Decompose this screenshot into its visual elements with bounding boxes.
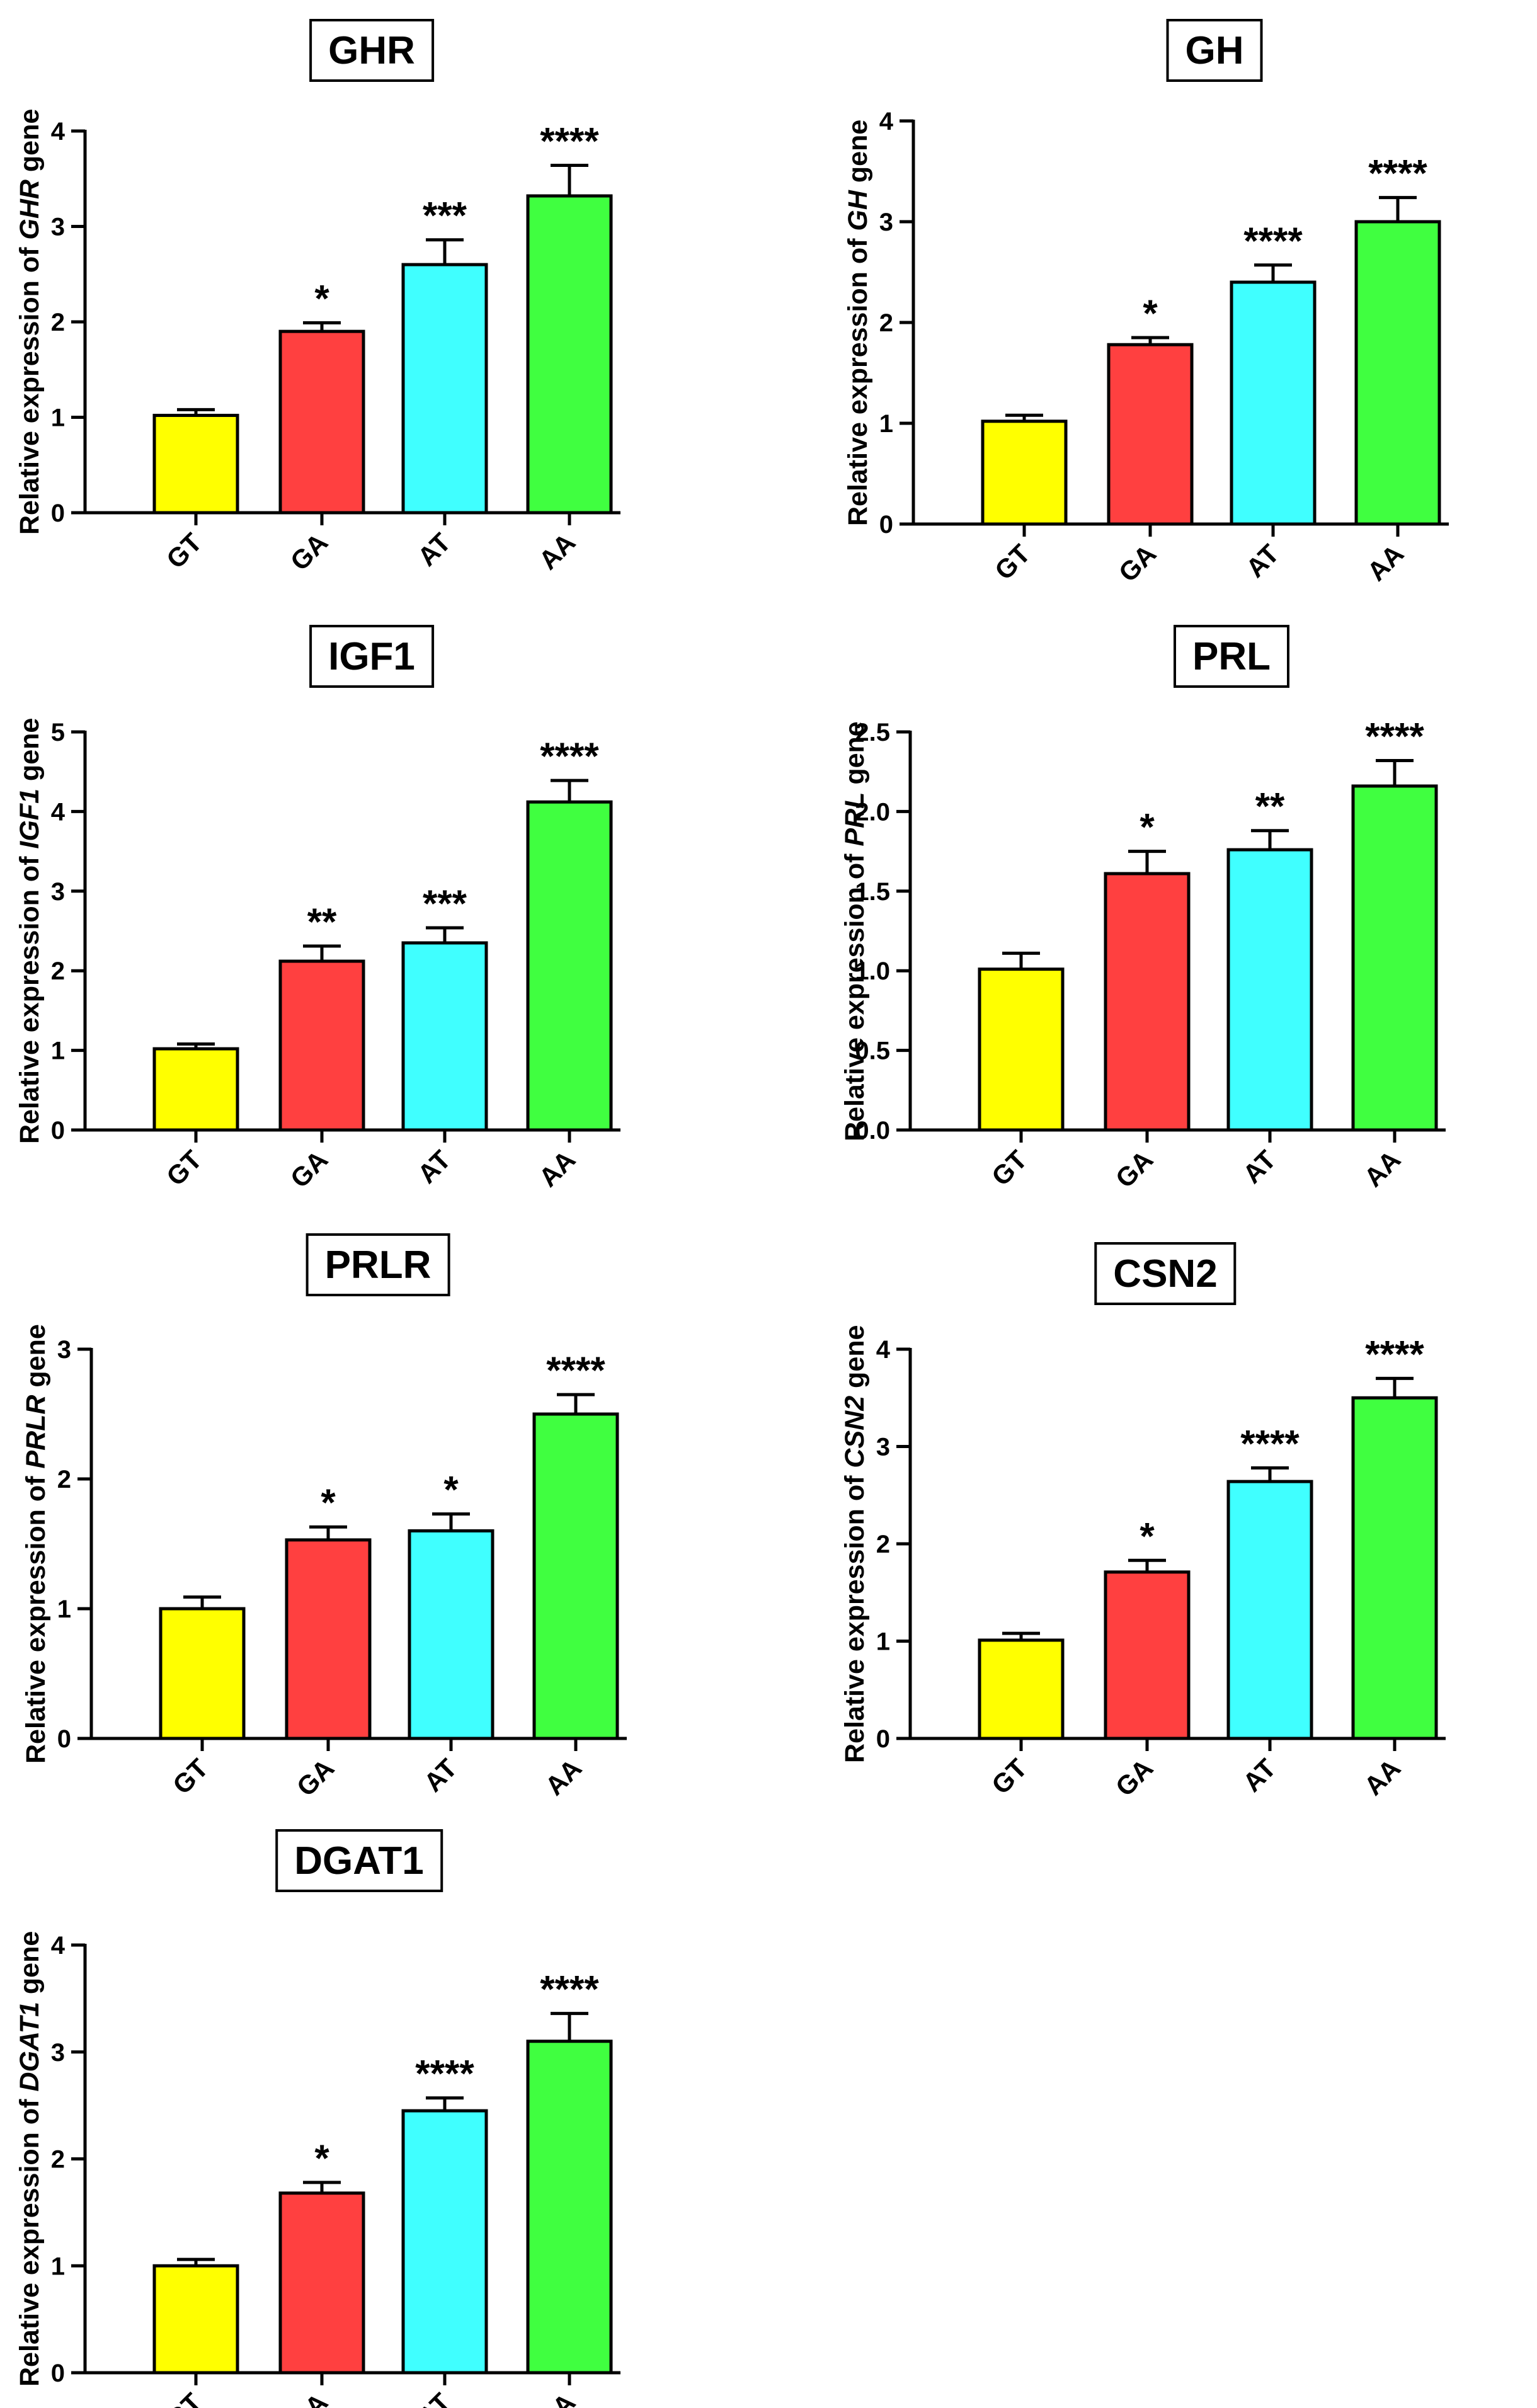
bar-at: [1230, 280, 1317, 526]
y-tick-label: 1.5: [855, 878, 890, 906]
y-tick-label: 0.0: [855, 1117, 890, 1144]
bar-at: [408, 1529, 494, 1740]
y-tick-label: 3: [879, 208, 893, 236]
y-tick-label: 1: [876, 1628, 890, 1656]
bar-at: [1226, 848, 1313, 1132]
significance-label-at: ***: [423, 882, 467, 925]
significance-label-ga: *: [1143, 292, 1158, 334]
bar-gt: [978, 967, 1065, 1132]
chart-title: PRL: [1174, 625, 1289, 688]
bar-ga: [1107, 343, 1194, 526]
significance-label-ga: *: [321, 1481, 336, 1524]
chart-title: GHR: [309, 19, 434, 82]
significance-label-at: *: [443, 1469, 459, 1511]
y-tick-label: 1: [879, 410, 893, 438]
chart-title: CSN2: [1094, 1242, 1237, 1305]
y-tick-label: 3: [876, 1434, 890, 1461]
significance-label-aa: ****: [1365, 716, 1424, 758]
significance-label-at: ****: [415, 2053, 474, 2095]
bar-at: [401, 941, 488, 1132]
bar-ga: [1104, 1570, 1191, 1740]
x-tick-label-at: AT: [412, 2387, 457, 2408]
significance-label-at: ****: [1240, 1422, 1300, 1464]
bar-ga: [1104, 872, 1191, 1132]
y-tick-label: 0: [51, 499, 65, 527]
y-tick-label: 2: [57, 1466, 71, 1493]
significance-label-aa: ****: [540, 120, 599, 163]
y-tick-label: 1: [57, 1595, 71, 1623]
bar-at: [401, 2109, 488, 2375]
bar-at: [1226, 1480, 1313, 1740]
bar-at: [401, 263, 488, 515]
x-tick-label-gt: GT: [161, 2387, 208, 2408]
y-tick-label: 3: [51, 214, 65, 241]
significance-label-ga: *: [1140, 806, 1155, 848]
y-tick-label: 0: [876, 1725, 890, 1753]
y-tick-label: 0: [51, 2359, 65, 2387]
significance-label-aa: ****: [540, 735, 599, 777]
y-tick-label: 0: [51, 1117, 65, 1144]
y-tick-label: 2: [876, 1531, 890, 1558]
bar-aa: [1351, 784, 1438, 1132]
y-tick-label: 4: [879, 108, 894, 135]
y-tick-label: 3: [51, 878, 65, 906]
chart-title: DGAT1: [275, 1829, 443, 1892]
y-tick-label: 0: [879, 511, 893, 539]
bar-ga: [278, 2191, 365, 2375]
y-tick-label: 1: [51, 2252, 65, 2280]
y-tick-label: 2.5: [855, 719, 890, 746]
significance-label-at: **: [1255, 785, 1285, 828]
y-tick-label: 4: [51, 118, 66, 146]
bar-gt: [159, 1607, 246, 1740]
bar-gt: [152, 2264, 239, 2375]
y-tick-label: 4: [51, 798, 66, 826]
bar-aa: [526, 800, 613, 1132]
bar-ga: [278, 329, 365, 515]
y-tick-label: 2: [879, 309, 893, 337]
y-tick-label: 2: [51, 957, 65, 985]
y-tick-label: 1: [51, 404, 65, 432]
significance-label-aa: ****: [546, 1349, 605, 1391]
bar-aa: [1354, 220, 1441, 526]
y-tick-label: 1.0: [855, 957, 890, 985]
y-tick-label: 2.0: [855, 798, 890, 826]
significance-label-at: ****: [1243, 220, 1303, 262]
significance-label-ga: **: [307, 901, 337, 943]
bar-aa: [526, 2040, 613, 2375]
y-tick-label: 5: [51, 719, 65, 746]
significance-label-ga: *: [314, 2137, 329, 2179]
y-tick-label: 2: [51, 2146, 65, 2174]
y-tick-label: 3: [57, 1336, 71, 1364]
significance-label-aa: ****: [1365, 1333, 1424, 1375]
y-tick-label: 2: [51, 309, 65, 336]
significance-label-at: ***: [423, 195, 467, 237]
x-tick-label-ga: GA: [285, 2387, 334, 2408]
chart-title: PRLR: [306, 1233, 450, 1296]
bar-ga: [278, 959, 365, 1132]
bar-aa: [526, 194, 613, 515]
significance-label-aa: ****: [540, 1968, 599, 2011]
y-tick-label: 0: [57, 1725, 71, 1753]
significance-label-ga: *: [1140, 1515, 1155, 1557]
bar-aa: [1351, 1396, 1438, 1740]
x-tick-label-aa: AA: [533, 2387, 581, 2408]
y-tick-label: 0.5: [855, 1037, 890, 1065]
y-tick-label: 3: [51, 2039, 65, 2067]
chart-title: IGF1: [309, 625, 434, 688]
chart-title: GH: [1166, 19, 1263, 82]
significance-label-ga: *: [314, 278, 329, 320]
significance-label-aa: ****: [1368, 152, 1427, 195]
y-tick-label: 4: [51, 1932, 66, 1960]
bar-gt: [981, 419, 1068, 526]
y-tick-label: 4: [876, 1336, 891, 1364]
y-tick-label: 1: [51, 1037, 65, 1065]
